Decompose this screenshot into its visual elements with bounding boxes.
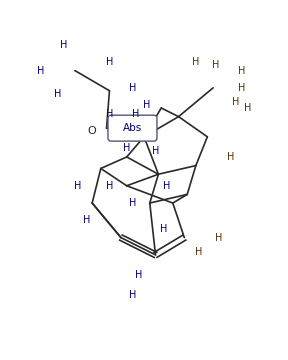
Text: H: H bbox=[106, 181, 113, 191]
Text: H: H bbox=[238, 83, 246, 93]
Text: H: H bbox=[238, 66, 246, 76]
Text: H: H bbox=[129, 198, 136, 208]
Text: H: H bbox=[227, 152, 234, 162]
Text: H: H bbox=[129, 290, 136, 300]
Text: H: H bbox=[232, 97, 240, 107]
Text: H: H bbox=[132, 109, 139, 119]
Text: H: H bbox=[106, 109, 113, 119]
Text: H: H bbox=[54, 89, 61, 99]
Text: H: H bbox=[83, 215, 90, 225]
Text: H: H bbox=[244, 103, 251, 113]
Text: Abs: Abs bbox=[123, 123, 142, 133]
FancyBboxPatch shape bbox=[108, 115, 157, 141]
Text: O: O bbox=[88, 126, 96, 136]
Text: H: H bbox=[134, 270, 142, 280]
Text: H: H bbox=[195, 247, 202, 257]
Text: H: H bbox=[152, 146, 159, 156]
Text: H: H bbox=[74, 181, 82, 191]
Text: H: H bbox=[60, 40, 67, 50]
Text: H: H bbox=[160, 224, 168, 234]
Text: H: H bbox=[123, 143, 130, 153]
Text: H: H bbox=[37, 66, 44, 76]
Text: H: H bbox=[129, 83, 136, 93]
Text: H: H bbox=[192, 57, 200, 67]
Text: H: H bbox=[163, 181, 171, 191]
Text: H: H bbox=[143, 100, 151, 110]
Text: H: H bbox=[106, 57, 113, 67]
Text: H: H bbox=[215, 233, 223, 243]
Text: H: H bbox=[212, 60, 220, 70]
